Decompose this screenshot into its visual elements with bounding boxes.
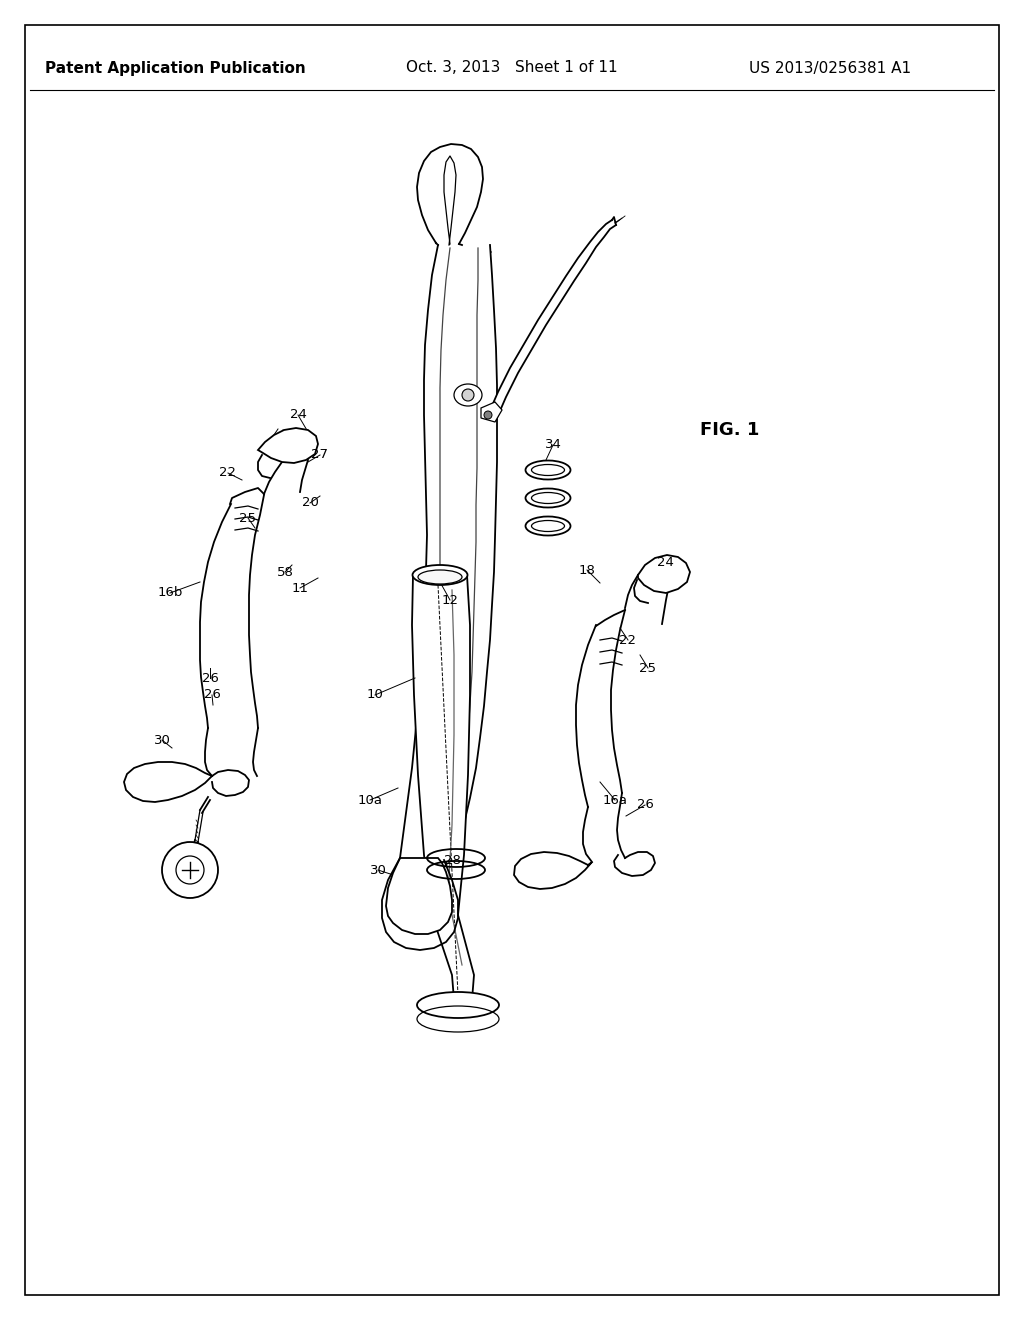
Text: 16a: 16a bbox=[602, 793, 628, 807]
Text: FIG. 1: FIG. 1 bbox=[700, 421, 760, 440]
Text: 27: 27 bbox=[311, 449, 329, 462]
Text: 25: 25 bbox=[640, 661, 656, 675]
Polygon shape bbox=[638, 554, 690, 593]
Ellipse shape bbox=[531, 465, 564, 475]
Polygon shape bbox=[575, 610, 625, 807]
Polygon shape bbox=[412, 576, 474, 1001]
Polygon shape bbox=[386, 858, 452, 935]
Text: 20: 20 bbox=[301, 496, 318, 510]
Ellipse shape bbox=[417, 993, 499, 1018]
Text: 28: 28 bbox=[443, 854, 461, 866]
Text: 30: 30 bbox=[154, 734, 170, 747]
Polygon shape bbox=[258, 428, 318, 463]
Text: 10a: 10a bbox=[357, 793, 383, 807]
Text: Oct. 3, 2013   Sheet 1 of 11: Oct. 3, 2013 Sheet 1 of 11 bbox=[407, 61, 617, 75]
Polygon shape bbox=[400, 246, 497, 858]
Ellipse shape bbox=[531, 520, 564, 532]
Ellipse shape bbox=[454, 384, 482, 407]
Text: 16b: 16b bbox=[158, 586, 182, 599]
Text: 22: 22 bbox=[620, 634, 637, 647]
Circle shape bbox=[484, 411, 492, 418]
Text: 10: 10 bbox=[367, 689, 383, 701]
Polygon shape bbox=[200, 495, 264, 729]
Text: 11: 11 bbox=[292, 582, 308, 594]
Text: Patent Application Publication: Patent Application Publication bbox=[45, 61, 305, 75]
Text: 30: 30 bbox=[370, 863, 386, 876]
Text: 22: 22 bbox=[219, 466, 237, 479]
Text: US 2013/0256381 A1: US 2013/0256381 A1 bbox=[749, 61, 911, 75]
Text: 24: 24 bbox=[290, 408, 306, 421]
Ellipse shape bbox=[531, 492, 564, 503]
Polygon shape bbox=[488, 220, 616, 420]
Text: 18: 18 bbox=[579, 564, 595, 577]
Text: 34: 34 bbox=[545, 438, 561, 451]
Ellipse shape bbox=[418, 570, 462, 583]
Ellipse shape bbox=[525, 488, 570, 507]
Polygon shape bbox=[481, 403, 502, 422]
Circle shape bbox=[162, 842, 218, 898]
Text: 58: 58 bbox=[276, 565, 294, 578]
Polygon shape bbox=[124, 762, 212, 803]
Text: 12: 12 bbox=[441, 594, 459, 606]
Text: 25: 25 bbox=[240, 511, 256, 524]
Circle shape bbox=[462, 389, 474, 401]
Text: 24: 24 bbox=[656, 556, 674, 569]
Ellipse shape bbox=[525, 461, 570, 479]
Polygon shape bbox=[514, 851, 592, 888]
Text: 26: 26 bbox=[204, 689, 220, 701]
Ellipse shape bbox=[525, 516, 570, 536]
Ellipse shape bbox=[413, 565, 468, 585]
Text: 26: 26 bbox=[202, 672, 218, 685]
Text: 26: 26 bbox=[637, 799, 653, 812]
